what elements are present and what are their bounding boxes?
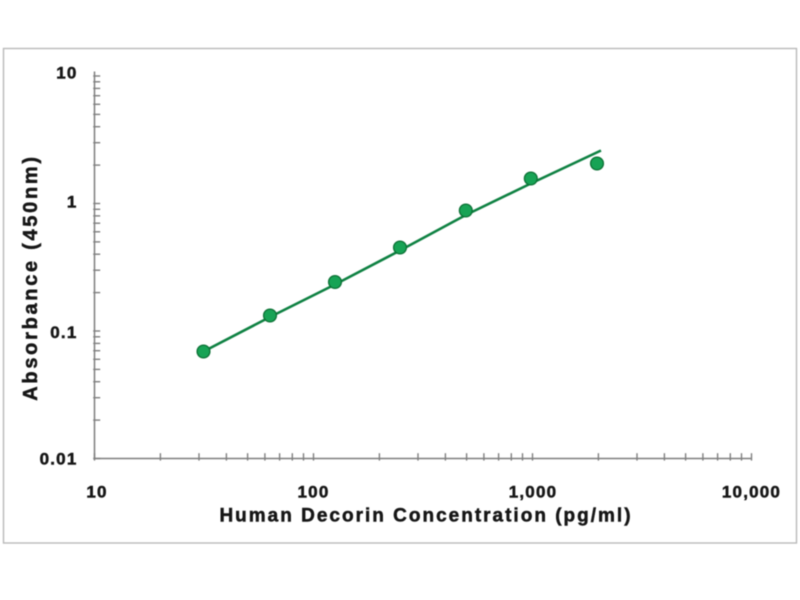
svg-text:Absorbance (450nm): Absorbance (450nm) [20, 154, 42, 400]
svg-text:1: 1 [67, 193, 78, 212]
svg-text:10: 10 [86, 483, 107, 502]
svg-text:100: 100 [298, 483, 330, 502]
svg-text:0.1: 0.1 [50, 323, 77, 342]
svg-text:10: 10 [56, 64, 77, 83]
svg-text:1,000: 1,000 [509, 483, 558, 502]
svg-text:10,000: 10,000 [722, 483, 781, 502]
svg-text:Human Decorin Concentration (p: Human Decorin Concentration (pg/ml) [219, 506, 632, 527]
svg-text:0.01: 0.01 [40, 449, 78, 468]
